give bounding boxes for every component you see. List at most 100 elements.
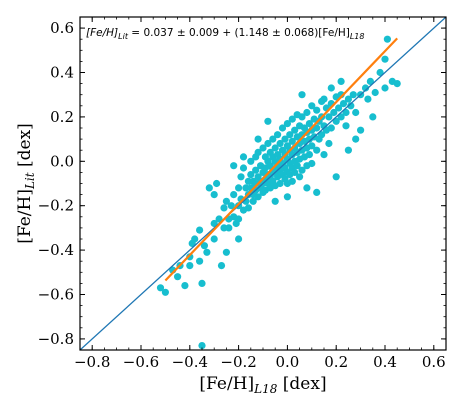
data-point — [210, 219, 218, 228]
data-point — [254, 193, 262, 201]
identity-line — [80, 17, 446, 350]
fit-equation: [Fe/H]Lit = 0.037 ± 0.009 + (1.148 ± 0.0… — [86, 27, 364, 41]
data-point — [337, 113, 345, 121]
data-point — [298, 91, 306, 99]
x-tick-label: 0.6 — [422, 353, 446, 371]
fit-equation-body: = 0.037 ± 0.009 + (1.148 ± 0.068)[Fe/H] — [128, 27, 350, 39]
x-axis-label-sub: L18 — [253, 382, 278, 396]
x-tick-label: −0.8 — [74, 353, 110, 371]
data-point — [249, 197, 257, 205]
data-point — [225, 224, 233, 232]
y-axis-label-unit: [dex] — [15, 123, 35, 172]
data-point — [269, 135, 277, 143]
y-axis-label-main: [Fe/H] — [15, 189, 35, 244]
data-point — [156, 284, 165, 292]
data-point — [308, 142, 316, 150]
data-point — [286, 131, 294, 139]
data-point — [342, 108, 350, 117]
y-tick-label: −0.8 — [38, 330, 74, 348]
data-point — [235, 235, 243, 243]
data-point — [298, 166, 306, 174]
y-tick-label: 0.6 — [50, 19, 74, 37]
data-point — [235, 215, 243, 223]
data-point — [335, 104, 343, 112]
data-point — [291, 126, 299, 134]
axis-ticks: −0.8 −0.6 −0.4 −0.2 0.0 0.2 0.4 0.6 −0.8 −0.6 −0.4… — [38, 16, 447, 371]
data-point — [288, 137, 296, 145]
data-point — [349, 91, 357, 99]
data-point — [291, 168, 299, 176]
data-point — [239, 153, 248, 161]
y-axis-label-sub: Lit — [23, 172, 37, 190]
x-tick-label: 0.2 — [324, 353, 348, 371]
data-point — [308, 102, 316, 110]
data-point — [332, 173, 340, 181]
data-point — [203, 248, 211, 256]
data-point — [217, 262, 226, 270]
data-point — [222, 248, 230, 256]
fit-equation-text: [Fe/H]Lit = 0.037 ± 0.009 + (1.148 ± 0.0… — [86, 27, 364, 41]
data-point — [274, 131, 282, 139]
data-point — [313, 106, 321, 114]
data-point — [278, 124, 287, 132]
data-point — [320, 95, 328, 103]
x-tick-label: −0.2 — [220, 353, 256, 371]
y-tick-label: −0.2 — [38, 197, 74, 215]
data-point — [366, 77, 374, 85]
data-point — [371, 88, 379, 97]
data-point — [352, 135, 360, 143]
data-point — [198, 342, 206, 350]
data-point — [361, 84, 370, 92]
data-point — [227, 202, 235, 210]
data-point — [213, 179, 221, 188]
data-point — [296, 173, 304, 181]
data-point — [369, 113, 377, 121]
data-point — [376, 68, 384, 77]
data-point — [230, 162, 238, 170]
data-point — [283, 193, 291, 201]
x-tick-label: 0.0 — [275, 353, 299, 371]
data-point — [288, 177, 296, 185]
data-point — [210, 191, 218, 199]
data-point — [252, 166, 260, 174]
y-tick-label: −0.6 — [38, 286, 74, 304]
fit-line — [164, 37, 398, 282]
data-point — [181, 282, 189, 290]
data-point — [259, 144, 267, 152]
y-axis-label: [Fe/H]Lit [dex] — [15, 123, 37, 244]
data-point — [186, 262, 194, 270]
data-point — [237, 173, 245, 181]
data-point — [186, 253, 194, 261]
data-point — [320, 151, 328, 159]
data-point — [313, 124, 321, 132]
data-point — [244, 204, 252, 212]
data-point — [381, 55, 389, 63]
data-point — [332, 117, 340, 125]
data-point — [210, 235, 218, 243]
x-axis-label-unit: [dex] — [277, 374, 326, 394]
data-point — [330, 108, 338, 117]
data-point — [364, 95, 372, 103]
data-point — [230, 191, 238, 199]
data-point — [271, 197, 279, 205]
data-point — [293, 162, 301, 170]
data-point — [191, 235, 199, 243]
data-point — [327, 124, 335, 132]
data-point — [393, 80, 401, 88]
x-tick-label: −0.6 — [123, 353, 159, 371]
data-point — [313, 146, 321, 154]
data-point — [347, 102, 355, 110]
data-point — [303, 184, 311, 192]
y-tick-label: 0.4 — [50, 64, 74, 82]
data-point — [327, 84, 335, 92]
x-axis-label-main: [Fe/H] — [199, 374, 254, 394]
plot-content — [80, 17, 446, 350]
data-point — [308, 159, 316, 168]
data-point — [276, 139, 284, 148]
data-point — [239, 164, 248, 172]
data-point — [281, 135, 289, 143]
fit-equation-lhs-sub: Lit — [118, 32, 129, 41]
data-point — [381, 84, 389, 92]
data-point — [344, 146, 352, 154]
